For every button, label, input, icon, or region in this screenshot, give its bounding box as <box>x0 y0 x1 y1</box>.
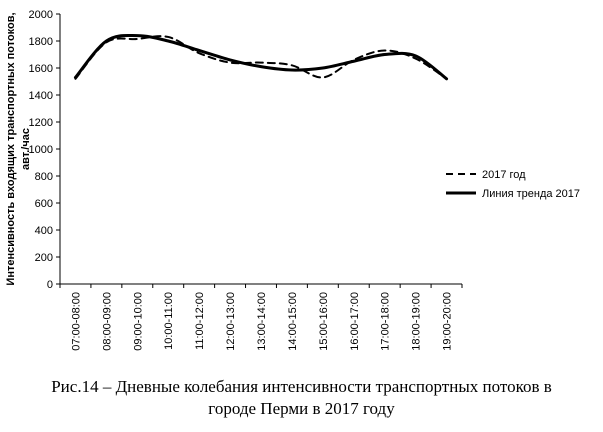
caption-line-1: Рис.14 – Дневные колебания интенсивности… <box>51 377 552 396</box>
legend: 2017 год Линия тренда 2017 <box>446 169 580 200</box>
y-tick-label: 800 <box>35 171 53 183</box>
x-tick-label: 16:00-17:00 <box>349 292 361 351</box>
y-tick-label: 0 <box>47 279 53 291</box>
x-tick-label: 12:00-13:00 <box>225 292 237 351</box>
y-axis-title-line: Интенсивность входящих транспортных пото… <box>5 12 17 285</box>
y-axis-title-line: авт./час <box>20 128 32 170</box>
x-tick-label: 10:00-11:00 <box>163 292 175 350</box>
x-tick-label: 07:00-08:00 <box>70 292 82 351</box>
caption-line-2: городе Перми в 2017 году <box>208 399 395 418</box>
x-tick-label: 09:00-10:00 <box>132 292 144 351</box>
x-tick-label: 08:00-09:00 <box>101 292 113 351</box>
y-tick-label: 1200 <box>29 117 53 129</box>
legend-label: Линия тренда 2017 <box>482 188 580 200</box>
y-tick-label: 200 <box>35 252 53 264</box>
x-tick-label: 18:00-19:00 <box>411 292 423 351</box>
series-2017-line <box>74 35 448 80</box>
x-tick-label: 17:00-18:00 <box>380 292 392 351</box>
y-tick-labels: 0 200 400 600 800 1000 1200 1400 1600 1800 2000 <box>29 9 60 291</box>
x-tick-label: 11:00-12:00 <box>194 292 206 350</box>
y-axis-label: Интенсивность входящих транспортных пото… <box>5 12 32 285</box>
x-tick-labels: 07:00-08:00 08:00-09:00 09:00-10:00 10:00-1… <box>59 284 463 351</box>
legend-label: 2017 год <box>482 169 526 181</box>
line-chart: Интенсивность входящих транспортных пото… <box>5 9 580 351</box>
x-tick-label: 13:00-14:00 <box>256 292 268 351</box>
y-tick-label: 2000 <box>29 9 53 21</box>
series-layer <box>73 33 449 81</box>
x-tick-label: 19:00-20:00 <box>442 292 454 351</box>
y-tick-label: 1800 <box>29 36 53 48</box>
y-tick-label: 600 <box>35 198 53 210</box>
y-tick-label: 1400 <box>29 90 53 102</box>
figure-caption: Рис.14 – Дневные колебания интенсивности… <box>0 376 603 420</box>
trend-line <box>73 33 449 81</box>
x-tick-label: 14:00-15:00 <box>287 292 299 351</box>
x-tick-label: 15:00-16:00 <box>318 292 330 351</box>
y-tick-label: 1000 <box>29 144 53 156</box>
y-tick-label: 1600 <box>29 63 53 75</box>
y-tick-label: 400 <box>35 225 53 237</box>
